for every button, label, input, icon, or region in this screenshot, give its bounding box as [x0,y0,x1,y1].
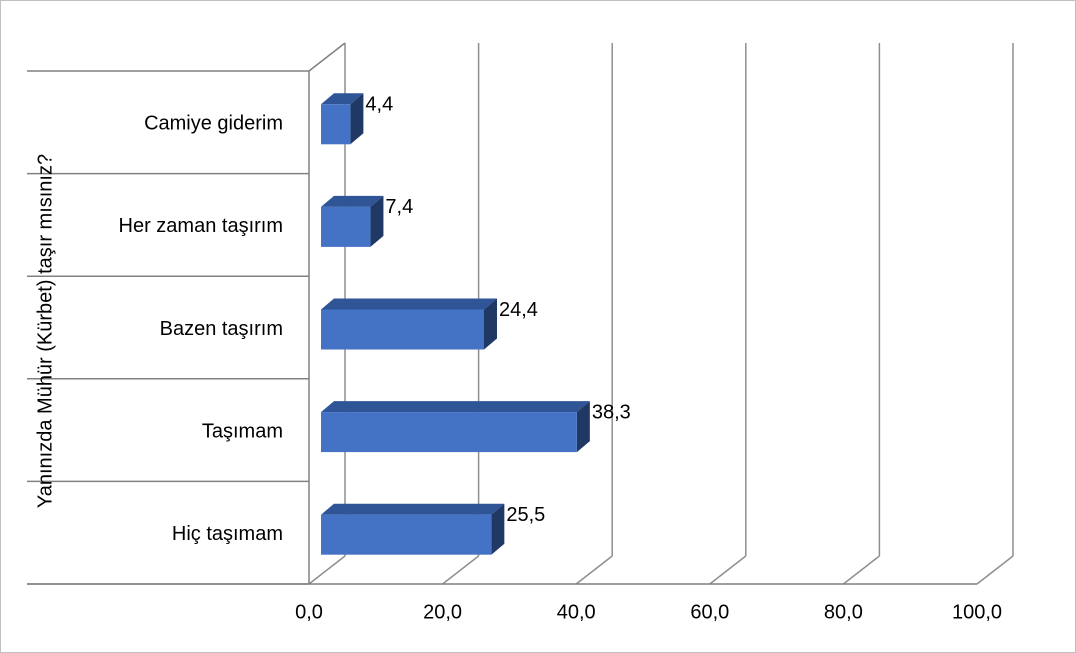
data-label: 25,5 [506,504,545,526]
grid-layer [308,43,1014,585]
bar-top-face [321,401,590,413]
bar-side-face [576,401,590,453]
axis-layer [27,42,977,585]
label-layer: 0,0 20,0 40,0 60,0 80,0 100,0 Camiye giderim 4,… [34,94,1002,624]
floor-grid-line [442,555,480,585]
floor-grid-line [976,555,1014,585]
bar-side-face [350,93,364,145]
bar-top-face [321,298,497,310]
bar-side-face [370,195,384,247]
bar-top-face [321,93,364,105]
category-label: Hiç taşımam [172,523,283,545]
bar [321,412,577,453]
category-label: Her zaman taşırım [119,215,283,237]
floor-grid-line [709,555,747,585]
x-tick-label: 80,0 [824,601,863,623]
bar-top-face [321,195,384,207]
x-tick-label: 100,0 [952,601,1002,623]
bar-side-face [491,503,505,555]
x-tick-label: 40,0 [557,601,596,623]
bar [321,104,351,145]
category-axis-depth-line [308,42,346,72]
bar [321,309,484,350]
category-label: Taşımam [202,420,283,442]
bar-side-face [483,298,497,350]
x-tick-label: 0,0 [295,601,323,623]
floor-grid-line [842,555,880,585]
data-label: 38,3 [592,401,631,423]
bar-top-face [321,503,505,515]
data-label: 4,4 [365,94,393,116]
floor-grid-line [308,555,346,585]
bar-layer [321,93,590,555]
y-axis-title: Yanınızda Mühür (Kürbet) taşır mısınız? [34,154,56,508]
bar [321,206,371,247]
floor-grid-line [575,555,613,585]
category-label: Bazen taşırım [160,318,283,340]
bar [321,514,492,555]
x-tick-label: 60,0 [690,601,729,623]
data-label: 24,4 [499,299,538,321]
x-tick-label: 20,0 [423,601,462,623]
data-label: 7,4 [385,196,413,218]
category-label: Camiye giderim [144,113,283,135]
